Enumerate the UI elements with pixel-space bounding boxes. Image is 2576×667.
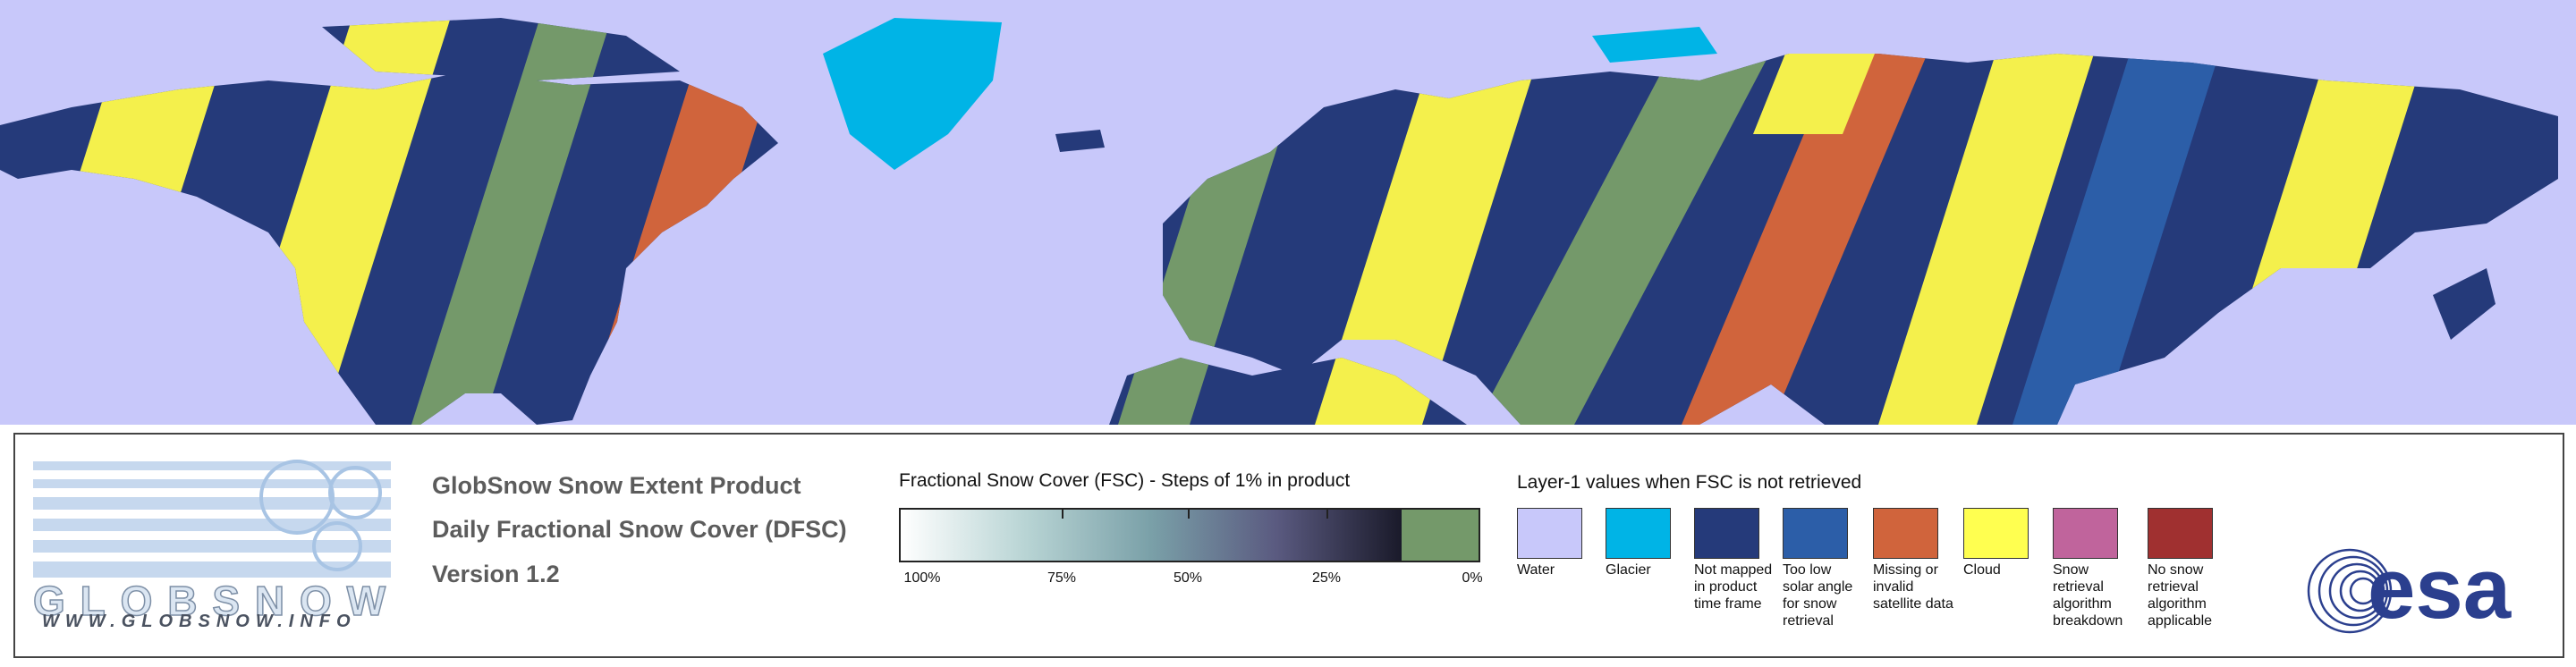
globsnow-logo: GLOBSNOW bbox=[33, 460, 391, 625]
svalbard bbox=[1592, 27, 1717, 63]
product-line: GlobSnow Snow Extent Product bbox=[432, 472, 801, 499]
colorbar-tick-label: 0% bbox=[1462, 570, 1483, 586]
legend-swatch bbox=[1963, 508, 2029, 559]
colorbar-tick bbox=[1188, 508, 1190, 519]
legend-label: Not mapped in product time frame bbox=[1694, 562, 1773, 612]
legend-label: Water bbox=[1517, 562, 1555, 578]
legend-swatch bbox=[1783, 508, 1848, 559]
logo-url: WWW.GLOBSNOW.INFO bbox=[42, 612, 357, 631]
layer1-title: Layer-1 values when FSC is not retrieved bbox=[1517, 472, 1862, 493]
legend-label: Missing or invalid satellite data bbox=[1873, 562, 1953, 612]
colorbar-tick-label: 100% bbox=[903, 570, 941, 586]
legend-swatch bbox=[2053, 508, 2118, 559]
snow-map bbox=[0, 0, 2576, 425]
colorbar-tick-label: 25% bbox=[1311, 570, 1342, 586]
colorbar-tick bbox=[1326, 508, 1328, 519]
greenland bbox=[823, 18, 1002, 170]
land bbox=[0, 18, 2558, 425]
legend-swatch bbox=[1694, 508, 1759, 559]
legend-label: Cloud bbox=[1963, 562, 2001, 578]
colorbar-zero bbox=[1402, 508, 1480, 562]
product-line: Daily Fractional Snow Cover (DFSC) bbox=[432, 516, 847, 543]
legend-label: Too low solar angle for snow retrieval bbox=[1783, 562, 1853, 629]
legend-swatch bbox=[1517, 508, 1582, 559]
colorbar-tick bbox=[1062, 508, 1063, 519]
legend-swatch bbox=[2148, 508, 2213, 559]
esa-text: esa bbox=[2368, 546, 2512, 637]
product-line: Version 1.2 bbox=[432, 561, 560, 587]
legend-swatch bbox=[1606, 508, 1671, 559]
esa-logo: esa bbox=[2307, 546, 2512, 637]
legend-swatch bbox=[1873, 508, 1938, 559]
colorbar-tick-label: 50% bbox=[1173, 570, 1203, 586]
legend-label: Snow retrieval algorithm breakdown bbox=[2053, 562, 2123, 629]
legend-panel: GLOBSNOW WWW.GLOBSNOW.INFO GlobSnow Snow… bbox=[13, 433, 2564, 658]
colorbar-tick-label: 75% bbox=[1046, 570, 1077, 586]
colorbar-title: Fractional Snow Cover (FSC) - Steps of 1… bbox=[899, 470, 1351, 491]
legend-label: No snow retrieval algorithm applicable bbox=[2148, 562, 2213, 629]
colorbar bbox=[899, 508, 1403, 562]
legend-label: Glacier bbox=[1606, 562, 1651, 578]
